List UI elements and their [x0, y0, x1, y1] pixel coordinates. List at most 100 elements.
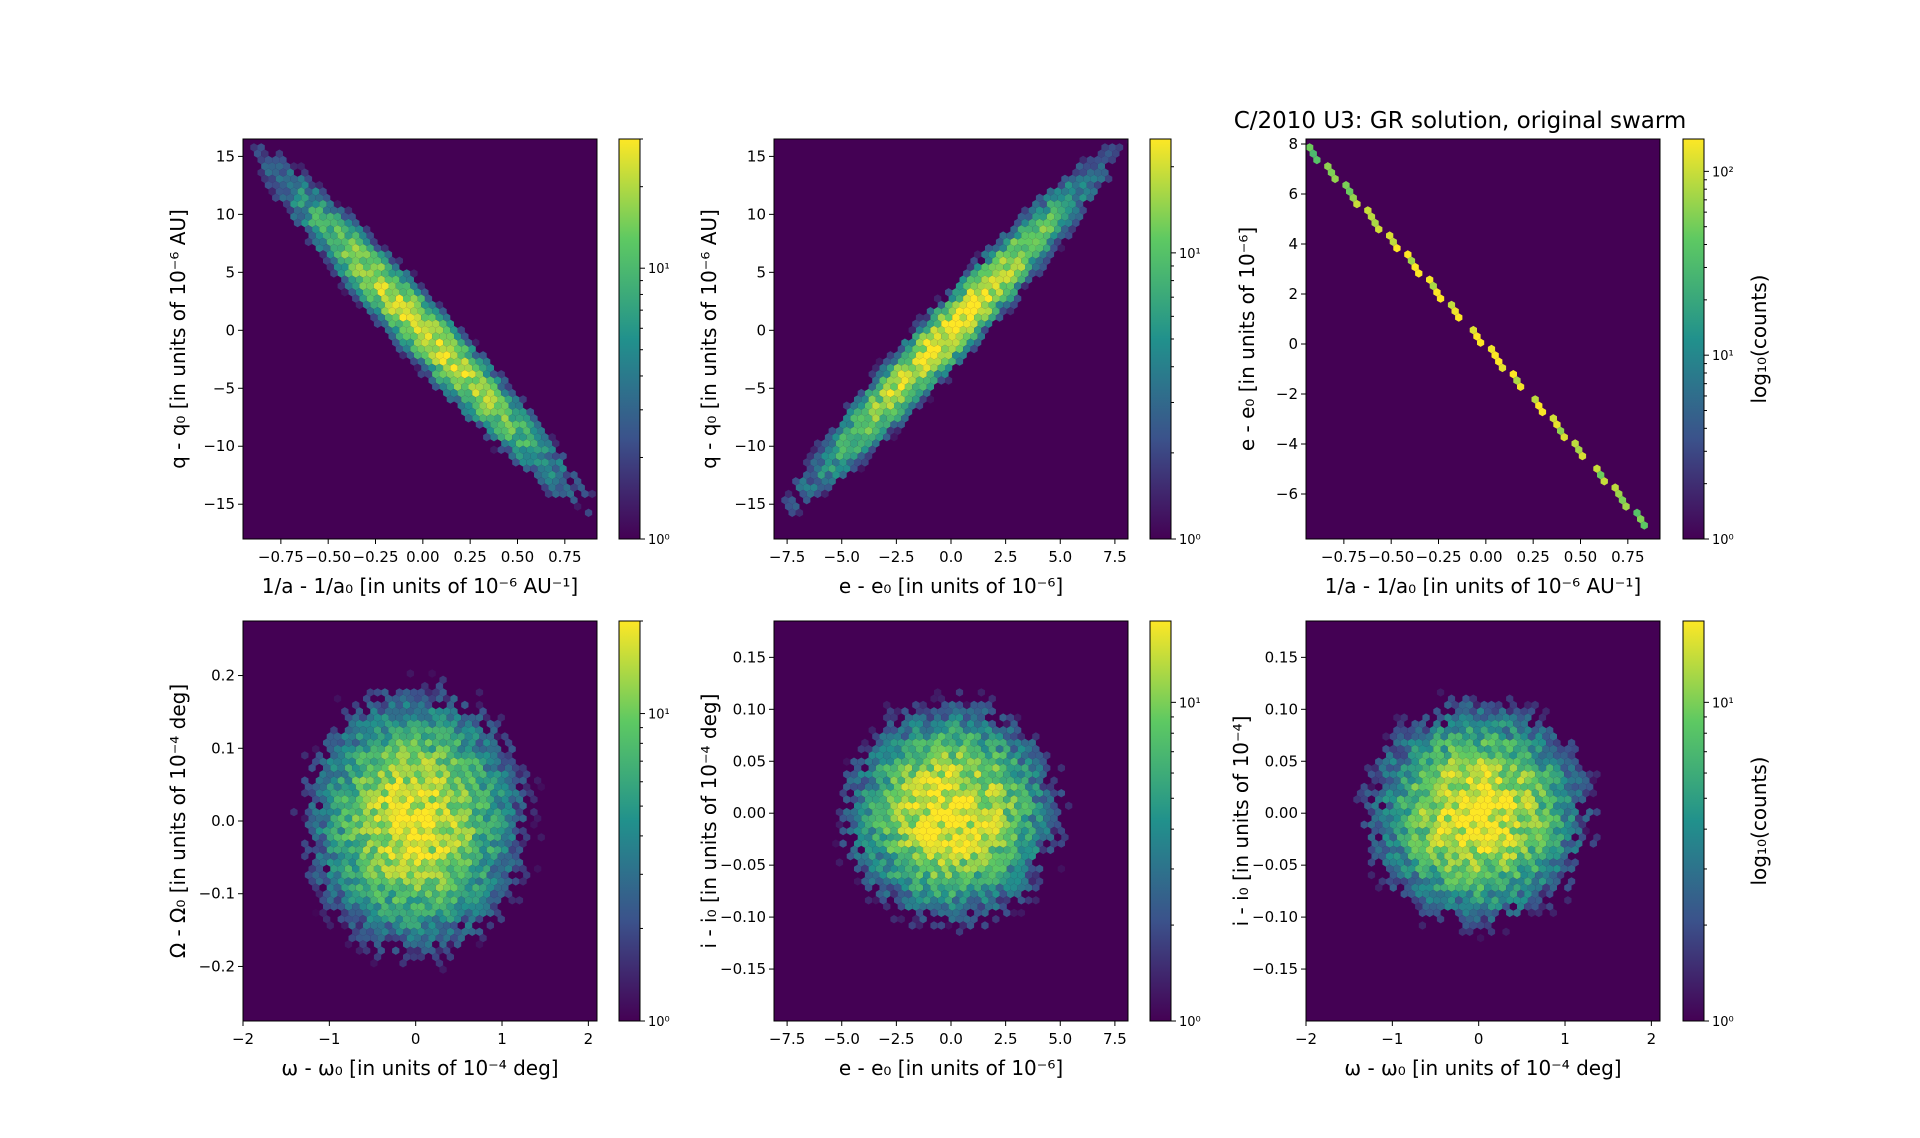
hexbin-cell — [1567, 826, 1576, 836]
hexbin-cell — [988, 300, 996, 310]
hexbin-cell — [403, 269, 411, 278]
hexbin-cell — [490, 902, 498, 911]
hexbin-cell — [301, 168, 309, 177]
hexbin-cell — [392, 908, 400, 918]
hexbin-cell — [981, 707, 989, 716]
hexbin-cell — [464, 870, 473, 880]
hexbin-cell — [366, 294, 374, 303]
hexbin-cell — [1553, 839, 1561, 848]
hexbin-cell — [1061, 187, 1069, 196]
hexbin-cell — [312, 237, 320, 247]
hexbin-cell — [1061, 225, 1069, 234]
hexbin-cell — [890, 407, 898, 417]
hexbin-cell — [1105, 149, 1113, 158]
hexbin-cell — [337, 826, 345, 836]
hexbin-cell — [1017, 212, 1025, 221]
hexbin-cell — [1538, 751, 1547, 760]
hexbin-cell — [337, 889, 345, 899]
hexbin-cell — [534, 470, 542, 480]
hexbin-cell — [373, 776, 382, 785]
hexbin-cell — [1498, 707, 1507, 716]
hexbin-cell — [1028, 839, 1036, 848]
hexbin-cell — [894, 732, 902, 741]
hexbin-cell — [472, 757, 480, 766]
hexbin-cell — [1509, 839, 1517, 848]
hexbin-cell — [1028, 852, 1036, 861]
hexbin-cell — [955, 307, 964, 316]
hexbin-cell — [395, 814, 403, 823]
hexbin-cell — [352, 256, 360, 265]
hexbin-cell — [901, 782, 909, 792]
hexbin-cell — [377, 933, 385, 943]
hexbin-cell — [1509, 789, 1517, 798]
hexbin-cell — [828, 477, 836, 486]
hexbin-cell — [985, 763, 993, 773]
hexbin-cell — [432, 789, 440, 798]
hexbin-cell — [497, 395, 505, 404]
hexbin-cell — [337, 751, 345, 760]
hexbin-cell — [857, 770, 865, 779]
hexbin-cell — [355, 858, 363, 867]
hexbin-cell — [417, 319, 425, 328]
hexbin-cell — [923, 376, 931, 385]
hexbin-cell — [574, 502, 582, 511]
hexbin-cell — [1495, 826, 1503, 836]
hexbin-cell — [1487, 839, 1496, 848]
hexbin-cell — [1538, 776, 1547, 785]
hexbin-cell — [1506, 795, 1514, 804]
hexbin-cell — [384, 325, 393, 335]
hexbin-cell — [883, 713, 891, 722]
hexbin-cell — [479, 707, 487, 716]
hexbin-cell — [330, 726, 338, 735]
hexbin-cell — [377, 757, 385, 766]
hexbin-cell — [857, 426, 865, 436]
y-axis-label: q - q₀ [in units of 10⁻⁶ AU] — [697, 209, 721, 469]
hexbin-cell — [883, 738, 891, 747]
hexbin-cell — [1487, 751, 1496, 760]
hexbin-cell — [977, 763, 985, 773]
hexbin-cell — [344, 814, 353, 823]
hexbin-cell — [839, 420, 847, 429]
hexbin-cell — [435, 959, 444, 968]
hexbin-cell — [544, 489, 553, 499]
hexbin-cell — [1517, 382, 1525, 391]
hexbin-cell — [406, 908, 414, 918]
hexbin-cell — [326, 262, 334, 272]
hexbin-cell — [290, 187, 298, 196]
hexbin-cell — [1014, 826, 1022, 836]
hexbin-cell — [1115, 143, 1124, 152]
hexbin-cell — [461, 700, 469, 710]
hexbin-cell — [450, 820, 458, 829]
hexbin-cell — [315, 751, 323, 760]
hexbin-cell — [1535, 833, 1543, 842]
hexbin-cell — [1375, 770, 1383, 779]
hexbin-cell — [326, 199, 334, 209]
hexbin-cell — [1466, 713, 1474, 722]
hexbin-cell — [890, 763, 898, 773]
hexbin-cell — [981, 807, 989, 817]
hexbin-cell — [992, 726, 1000, 735]
y-tick-label: −0.05 — [720, 856, 766, 874]
hexbin-cell — [428, 376, 436, 385]
hexbin-cell — [963, 307, 971, 316]
hexbin-cell — [966, 807, 975, 817]
hexbin-cell — [443, 325, 451, 335]
hexbin-cell — [857, 401, 865, 410]
hexbin-cell — [1495, 889, 1503, 899]
hexbin-cell — [875, 826, 884, 836]
hexbin-cell — [490, 889, 498, 899]
hexbin-cell — [384, 921, 393, 930]
hexbin-cell — [486, 732, 494, 741]
hexbin-cell — [915, 896, 924, 905]
hexbin-cell — [1436, 751, 1445, 760]
hexbin-cell — [1462, 908, 1470, 918]
hexbin-cell — [366, 688, 374, 697]
hexbin-cell — [1393, 244, 1401, 253]
hexbin-cell — [1083, 187, 1091, 196]
hexbin-cell — [1455, 807, 1463, 817]
hexbin-cell — [1382, 757, 1390, 766]
hexbin-cell — [1484, 807, 1492, 817]
hexbin-cell — [1440, 770, 1448, 779]
hexbin-cell — [333, 883, 342, 892]
hexbin-cell — [821, 464, 829, 473]
